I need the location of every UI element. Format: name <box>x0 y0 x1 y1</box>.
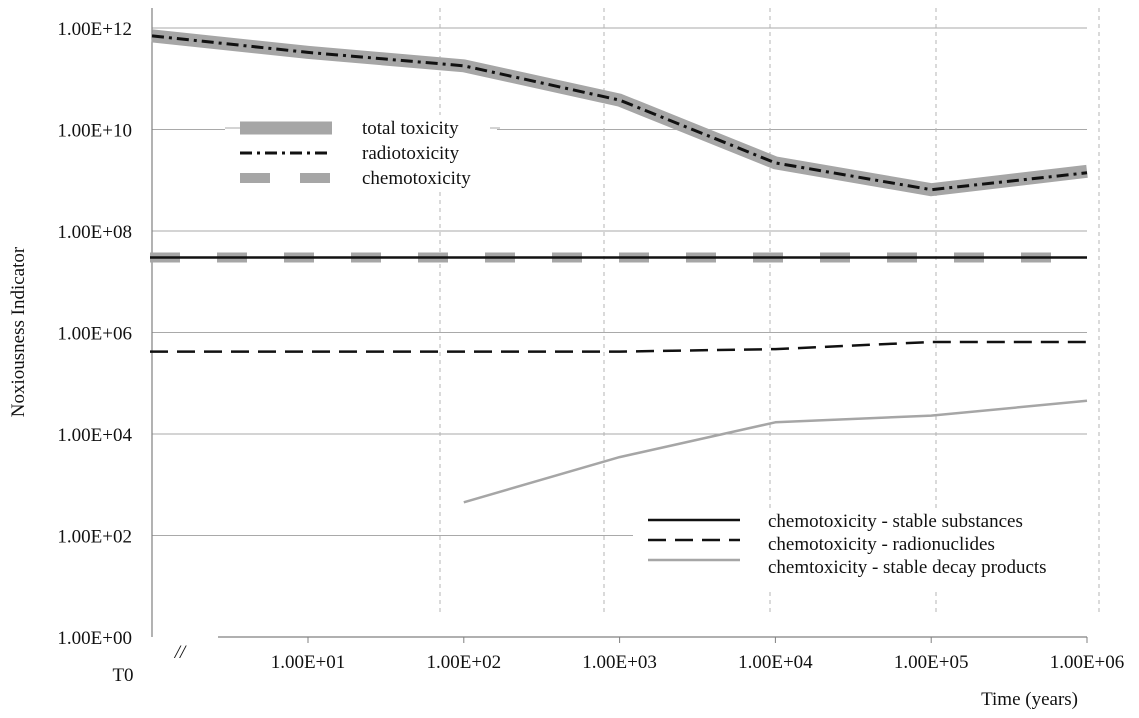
legend-bottom-bg <box>633 508 1093 588</box>
axes-layer: 1.00E+00 1.00E+02 1.00E+04 1.00E+06 1.00E+08… <box>57 8 1124 686</box>
legend-label: radiotoxicity <box>362 143 460 164</box>
x-tick-label: 1.00E+01 <box>271 652 346 673</box>
axis-break-mark: // <box>174 642 187 663</box>
legend-top-bg <box>225 165 497 191</box>
legend-label: chemotoxicity - stable substances <box>768 511 1023 532</box>
series-line-radiotoxicity <box>151 34 1088 192</box>
legend-label: total toxicity <box>362 118 459 139</box>
x-tick-label: 1.00E+06 <box>1050 652 1125 673</box>
x-tick-label: 1.00E+05 <box>894 652 969 673</box>
x-axis-title: Time (years) <box>981 689 1078 710</box>
series-line-chemotoxicity-radionuclides <box>150 340 1087 353</box>
y-tick-label: 1.00E+02 <box>57 527 132 548</box>
x-tick-label: 1.00E+02 <box>427 652 502 673</box>
series-line-chemtoxicity-stable-decay-products <box>463 399 1088 504</box>
label-layer: Noxiousness Indicator Time (years) // <box>8 246 1078 710</box>
y-tick-label: 1.00E+00 <box>57 628 132 649</box>
y-tick-label: 1.00E+06 <box>57 324 132 345</box>
x-tick-label: 1.00E+04 <box>738 652 813 673</box>
legend-layer: total toxicity radiotoxicity chemotoxicity… <box>225 115 1093 588</box>
y-tick-label: 1.00E+12 <box>57 19 132 40</box>
legend-label: chemotoxicity <box>362 168 471 189</box>
series-layer <box>150 29 1088 504</box>
x-tick-label: 1.00E+03 <box>582 652 657 673</box>
y-tick-label: 1.00E+10 <box>57 121 132 142</box>
legend-label: chemtoxicity - stable decay products <box>768 557 1047 578</box>
y-axis-title: Noxiousness Indicator <box>8 246 29 417</box>
legend-label: chemotoxicity - radionuclides <box>768 534 995 555</box>
y-tick-label: 1.00E+04 <box>57 425 132 446</box>
y-tick-label: 1.00E+08 <box>57 222 132 243</box>
x-tick-label: T0 <box>112 665 133 686</box>
